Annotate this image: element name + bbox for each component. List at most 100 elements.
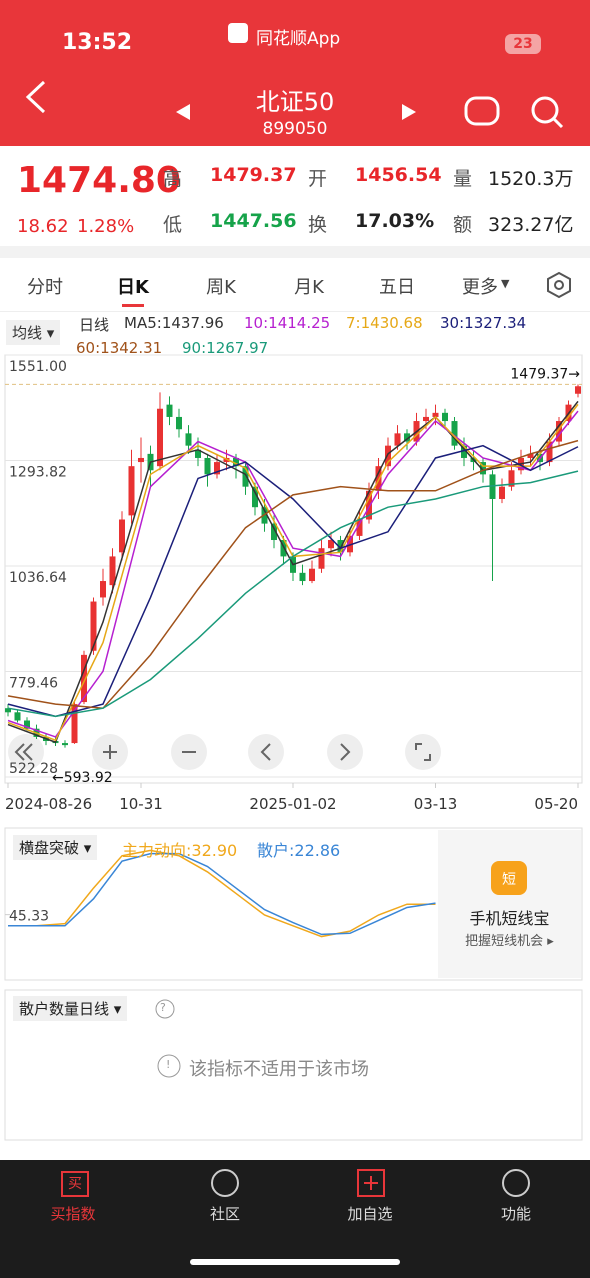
- nav-icons: [211, 1169, 530, 1197]
- candle-body: [166, 404, 173, 417]
- status-app: 同花顺App: [256, 29, 341, 49]
- candle-body: [356, 519, 363, 536]
- panel2-title: 散户数量日线: [19, 1000, 110, 1018]
- separator: [0, 246, 590, 258]
- indicator-frame: [4, 827, 583, 981]
- candle-body: [480, 462, 486, 475]
- ind-legend-item: 主力动向:32.90: [122, 841, 238, 860]
- candle-body: [90, 601, 97, 651]
- candle-body: [233, 457, 239, 467]
- legend-value: 1437.96: [161, 314, 224, 332]
- legend-item: 30:1327.34: [440, 314, 527, 332]
- x-tick-label: 10-31: [119, 795, 163, 813]
- panel2-selector[interactable]: 散户数量日线 ▾: [13, 996, 128, 1021]
- candle-body: [252, 486, 258, 508]
- quote-value: 1447.56: [210, 210, 297, 232]
- tab[interactable]: 日K: [117, 277, 149, 298]
- app-icon: [228, 23, 248, 43]
- legend-name: 7: [346, 314, 356, 332]
- price: 1474.80: [17, 160, 181, 201]
- ma-selector-label: 均线: [12, 324, 43, 342]
- nav-icon-plus: [364, 1176, 378, 1190]
- candle-body: [204, 457, 211, 475]
- ad-icon: [491, 861, 527, 895]
- candle-body: [489, 474, 496, 499]
- quote-label: 低: [163, 214, 183, 236]
- title: 北证50: [255, 88, 335, 116]
- next[interactable]: [402, 104, 416, 120]
- nav-icon-buy: 买: [61, 1171, 89, 1197]
- series-line: [8, 852, 436, 936]
- legend-value: 1430.68: [360, 314, 423, 332]
- tab[interactable]: 分时: [27, 277, 63, 298]
- quote-value: 1520.3万: [488, 168, 574, 190]
- btn-left[interactable]: [248, 734, 284, 770]
- candle-body: [62, 743, 68, 746]
- candle-body: [375, 466, 382, 491]
- quote-label: 高: [163, 168, 183, 190]
- robot[interactable]: [464, 96, 500, 126]
- candle-body: [442, 412, 448, 422]
- back[interactable]: [25, 80, 46, 114]
- y-tick-label: 1293.82: [9, 465, 67, 481]
- tab[interactable]: 更多: [462, 277, 498, 298]
- indicator-title: 横盘突破: [19, 839, 80, 857]
- prev[interactable]: [176, 104, 190, 120]
- settings[interactable]: [544, 270, 574, 300]
- info-mark: !: [166, 1058, 171, 1071]
- nav-item[interactable]: 加自选: [347, 1205, 393, 1223]
- divider: [0, 311, 590, 312]
- tab-underline: [122, 304, 144, 307]
- candle-body: [24, 720, 30, 729]
- ma-selector[interactable]: 均线 ▾: [6, 320, 61, 345]
- quote-value: 323.27亿: [488, 214, 574, 236]
- y-tick-label: 779.46: [9, 676, 58, 692]
- ind-legend-name: 散户: [257, 841, 290, 860]
- btn-full[interactable]: [405, 734, 441, 770]
- candle-body: [404, 433, 410, 442]
- tab[interactable]: 月K: [294, 277, 324, 298]
- quote-value: 1456.54: [355, 164, 442, 186]
- candle-body: [299, 572, 306, 582]
- high-label: 1479.37→: [510, 366, 580, 382]
- nav-item[interactable]: 社区: [209, 1205, 240, 1223]
- legend-name: 90: [182, 339, 202, 357]
- tab[interactable]: 五日: [379, 277, 415, 298]
- y-tick-label: 522.28: [9, 761, 58, 777]
- ad-title: 手机短线宝: [469, 909, 550, 928]
- nav-item[interactable]: 功能: [500, 1205, 531, 1223]
- header-icons: [25, 80, 564, 129]
- ad-icon-text: 短: [502, 872, 516, 888]
- candle-body: [508, 470, 515, 487]
- search[interactable]: [531, 96, 559, 124]
- btn-first[interactable]: [8, 734, 44, 770]
- candle-body: [176, 416, 182, 430]
- btn-right[interactable]: [327, 734, 363, 770]
- code: 899050: [262, 119, 328, 139]
- legend-name: 30: [440, 314, 460, 332]
- candle-body: [119, 519, 125, 553]
- help-icon[interactable]: [155, 999, 175, 1019]
- y-tick-label: 1036.64: [9, 570, 67, 586]
- candle-body: [109, 556, 116, 586]
- control-glyphs: [14, 743, 431, 761]
- battery: 23: [505, 34, 541, 54]
- candle-body: [195, 449, 201, 458]
- change-pct: 1.28%: [77, 216, 135, 237]
- home-indicator: [190, 1259, 400, 1265]
- tab[interactable]: 周K: [206, 277, 236, 298]
- ad-subtitle: 把握短线机会 ▸: [465, 934, 554, 949]
- nav-item[interactable]: 买指数: [50, 1205, 96, 1223]
- nav-icon-community: [211, 1169, 239, 1197]
- ad-box[interactable]: [438, 830, 581, 978]
- quote-label: 量: [453, 168, 473, 190]
- x-tick-label: 05-20: [534, 795, 578, 813]
- nav-icon-func: [502, 1169, 530, 1197]
- panel2-frame: [4, 989, 583, 1141]
- indicator-selector[interactable]: 横盘突破 ▾: [13, 835, 98, 860]
- ind-legend-name: 主力动向: [122, 841, 187, 860]
- legend-value: 1267.97: [206, 339, 269, 357]
- quote-label: 换: [308, 214, 328, 236]
- series-line: [7, 470, 579, 718]
